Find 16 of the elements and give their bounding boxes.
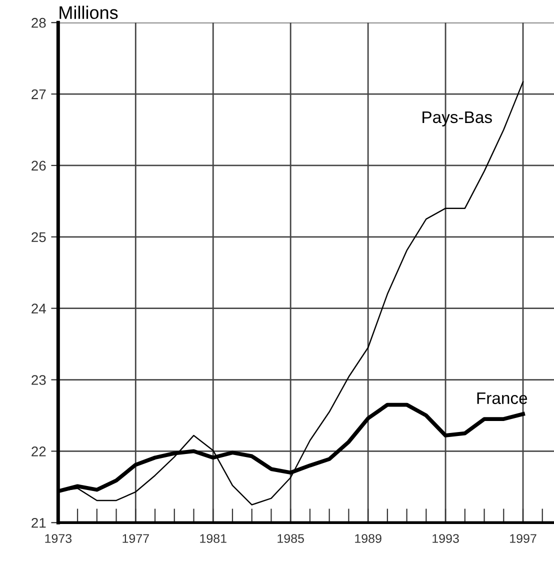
y-tick-label: 24 bbox=[32, 304, 46, 314]
x-tick-label: 1985 bbox=[278, 534, 304, 543]
x-tick-label: 1973 bbox=[45, 534, 72, 543]
x-tick-label: 1997 bbox=[510, 534, 536, 543]
y-tick-label: 26 bbox=[32, 160, 46, 171]
y-tick-label: 23 bbox=[32, 375, 46, 385]
x-tick-label: 1989 bbox=[355, 534, 382, 543]
x-tick-label: 1993 bbox=[432, 534, 459, 543]
y-tick-label: 27 bbox=[32, 89, 46, 100]
y-tick-label: 21 bbox=[32, 518, 46, 528]
y-tick-label: 22 bbox=[32, 446, 46, 456]
y-tick-label: 28 bbox=[32, 18, 46, 28]
x-tick-label: 1981 bbox=[200, 534, 226, 543]
y-axis-title: Millions bbox=[60, 6, 118, 20]
x-tick-label: 1977 bbox=[122, 534, 149, 543]
y-tick-label: 25 bbox=[32, 232, 46, 242]
